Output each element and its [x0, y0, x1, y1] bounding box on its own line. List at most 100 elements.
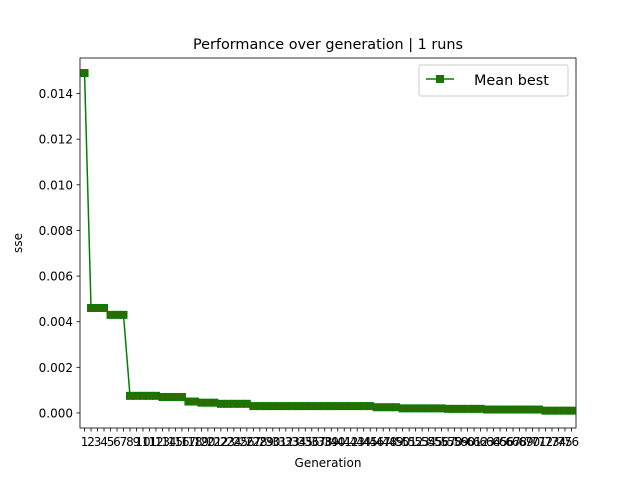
x-tick-label: 25	[233, 435, 248, 449]
x-tick-label: 56	[434, 435, 449, 449]
x-tick-label: 6	[113, 435, 121, 449]
data-point-marker	[528, 405, 537, 414]
x-tick-label: 62	[473, 435, 488, 449]
data-point-marker	[502, 405, 511, 414]
y-tick-label: 0.008	[39, 224, 73, 238]
x-tick-label: 50	[395, 435, 410, 449]
y-tick-label: 0.006	[39, 270, 73, 284]
data-point-marker	[100, 304, 109, 313]
x-tick-label: 64	[486, 435, 501, 449]
data-point-marker	[262, 402, 271, 411]
data-point-marker	[275, 402, 284, 411]
x-tick-label: 54	[421, 435, 436, 449]
x-tick-label: 43	[350, 435, 365, 449]
x-tick-label: 51	[402, 435, 417, 449]
y-tick-label: 0.010	[39, 178, 73, 192]
data-point-marker	[307, 402, 316, 411]
data-point-marker	[392, 403, 401, 412]
x-tick-label: 7	[120, 435, 128, 449]
data-point-marker	[320, 402, 329, 411]
data-point-marker	[398, 404, 407, 413]
data-point-marker	[190, 397, 199, 406]
x-tick-label: 58	[447, 435, 462, 449]
x-tick-label: 26	[239, 435, 254, 449]
data-point-marker	[119, 310, 128, 319]
x-tick-label: 71	[531, 435, 546, 449]
x-tick-label: 39	[324, 435, 339, 449]
x-tick-label: 70	[525, 435, 540, 449]
x-tick-label: 3	[94, 435, 102, 449]
x-tick-label: 24	[226, 435, 241, 449]
x-tick-label: 46	[369, 435, 384, 449]
data-point-marker	[216, 399, 225, 408]
y-tick-label: 0.000	[39, 406, 73, 420]
x-tick-label: 27	[246, 435, 261, 449]
x-tick-label: 68	[512, 435, 527, 449]
y-tick-label: 0.014	[39, 87, 73, 101]
x-tick-label: 41	[337, 435, 352, 449]
data-point-marker	[113, 310, 122, 319]
data-point-marker	[405, 404, 414, 413]
y-axis-ticks: 0.000 0.002 0.004 0.006 0.008 0.010 0.012 0.014	[39, 87, 80, 420]
x-tick-label: 28	[252, 435, 267, 449]
x-tick-label: 65	[492, 435, 507, 449]
data-point-marker	[418, 404, 427, 413]
data-point-marker	[333, 402, 342, 411]
legend-marker-sample	[436, 75, 444, 83]
x-tick-label: 66	[499, 435, 514, 449]
legend-label-mean-best: Mean best	[474, 73, 549, 89]
y-axis-label: sse	[11, 233, 25, 253]
x-tick-label: 11	[142, 435, 157, 449]
data-point-marker	[431, 404, 440, 413]
data-point-marker	[534, 405, 543, 414]
y-tick-label: 0.004	[39, 315, 73, 329]
data-point-marker	[463, 404, 472, 413]
x-tick-label: 12	[148, 435, 163, 449]
x-tick-label: 5	[107, 435, 115, 449]
x-tick-label: 74	[551, 435, 566, 449]
x-tick-label: 21	[207, 435, 222, 449]
data-point-marker	[560, 406, 569, 415]
data-point-marker	[281, 402, 290, 411]
data-point-marker	[197, 398, 206, 407]
data-point-marker	[372, 403, 381, 412]
x-tick-label: 53	[414, 435, 429, 449]
x-tick-label: 49	[389, 435, 404, 449]
data-point-marker	[424, 404, 433, 413]
data-point-marker	[132, 391, 141, 400]
x-tick-label: 16	[174, 435, 189, 449]
y-tick-label: 0.002	[39, 361, 73, 375]
data-point-marker	[340, 402, 349, 411]
x-tick-label: 72	[538, 435, 553, 449]
x-tick-label: 10	[135, 435, 150, 449]
data-point-marker	[327, 402, 336, 411]
data-point-marker	[249, 402, 258, 411]
data-point-marker	[93, 304, 102, 313]
data-point-marker	[346, 402, 355, 411]
x-tick-label: 30	[265, 435, 280, 449]
chart-title: Performance over generation | 1 runs	[193, 37, 463, 53]
x-tick-label: 9	[133, 435, 141, 449]
data-point-marker	[457, 404, 466, 413]
x-tick-label: 61	[466, 435, 481, 449]
x-tick-label: 75	[557, 435, 572, 449]
x-tick-label: 37	[311, 435, 326, 449]
data-point-marker	[547, 406, 556, 415]
x-tick-label: 36	[304, 435, 319, 449]
x-tick-label: 32	[278, 435, 293, 449]
data-point-marker	[158, 392, 167, 401]
data-point-marker	[268, 402, 277, 411]
data-point-marker	[177, 392, 186, 401]
x-tick-label: 35	[298, 435, 313, 449]
data-point-marker	[470, 404, 479, 413]
x-tick-label: 44	[356, 435, 371, 449]
data-point-marker	[106, 310, 115, 319]
x-tick-label: 2	[87, 435, 95, 449]
x-tick-label: 38	[317, 435, 332, 449]
data-point-marker	[301, 402, 310, 411]
x-tick-label: 57	[440, 435, 455, 449]
x-tick-label: 47	[376, 435, 391, 449]
data-point-marker	[411, 404, 420, 413]
x-tick-label: 19	[194, 435, 209, 449]
